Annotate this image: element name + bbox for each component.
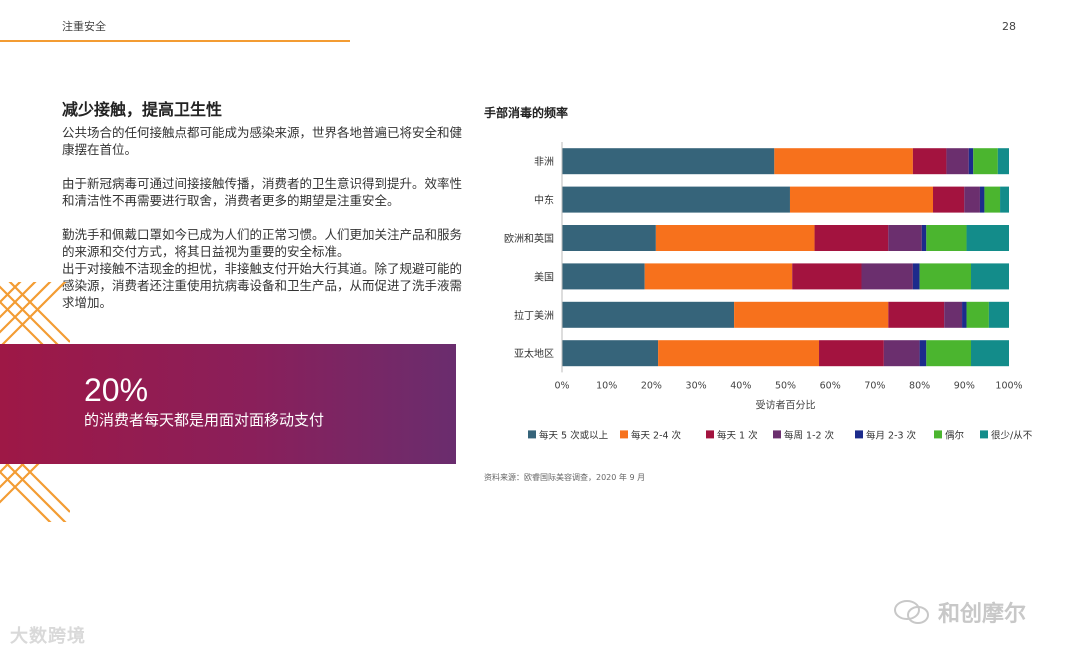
bar-segment [644,263,793,290]
bar-segment [734,301,889,328]
stat-value: 20% [84,372,149,408]
paragraph-4: 出于对接触不洁现金的担忧，非接触支付开始大行其道。除了规避可能的感染源，消费者还… [62,261,463,310]
wechat-icon [894,600,929,624]
bar-segment [562,340,659,367]
bar-segment [997,148,1009,175]
bar-segment [971,340,1009,367]
legend-label: 每周 1-2 次 [784,429,835,441]
bar-segment [966,225,1009,251]
header-rule [0,40,350,42]
bar-segment [883,340,920,367]
section-heading: 减少接触，提高卫生性 [62,100,223,119]
legend-label: 偶尔 [945,429,965,441]
bar-segment [888,225,922,251]
bar-segment [792,263,862,290]
bar-segment [819,340,884,367]
bar-segment [789,186,934,213]
bar-segment [968,148,974,175]
bar-segment [966,301,989,328]
category-label: 中东 [534,194,554,207]
bar-segment [774,148,913,175]
bar-segment [926,340,972,367]
x-tick-label: 100% [995,380,1022,391]
bar-segment [861,263,913,290]
bar-segment [946,148,969,175]
bar-segment [979,186,985,213]
bar-segment [658,340,820,367]
chart-title: 手部消毒的频率 [484,106,569,120]
x-tick-label: 10% [596,380,617,391]
x-tick-label: 0% [554,380,569,391]
page-number: 28 [1002,20,1016,33]
bar-segment [562,148,775,175]
x-tick-label: 50% [775,380,796,391]
stat-text: 的消费者每天都是用面对面移动支付 [84,411,325,429]
legend-swatch [528,430,536,439]
paragraph-3: 勤洗手和佩戴口罩如今已成为人们的正常习惯。人们更加关注产品和服务的来源和交付方式… [62,227,463,259]
bar-segment [912,148,947,175]
legend-label: 很少/从不 [991,429,1033,441]
legend-swatch [934,430,942,439]
bar-segment [944,301,963,328]
bar-segment [562,263,645,290]
legend-label: 每天 1 次 [717,429,758,441]
legend-swatch [773,430,781,439]
legend-swatch [706,430,714,439]
bar-segment [988,301,1009,328]
watermark-right-text: 和创摩尔 [938,602,1027,627]
watermark-right: 和创摩尔 [892,596,1026,628]
x-tick-label: 90% [954,380,975,391]
source-note: 资料来源：欧睿国际美容调查，2020 年 9 月 [484,473,646,482]
bar-segment [888,301,945,328]
bar-segment [962,301,967,328]
category-label: 亚太地区 [514,347,554,360]
stat-callout-box [0,344,456,464]
x-axis-label: 受访者百分比 [756,399,816,411]
bar-segment [933,186,965,213]
bar-segment [562,225,656,251]
bar-segment [971,263,1009,290]
category-label: 欧洲和英国 [504,232,554,245]
bar-segment [984,186,1001,213]
paragraph-2: 由于新冠病毒可通过间接接触传播，消费者的卫生意识得到提升。效率性和清洁性不再需要… [62,176,463,208]
bar-segment [814,225,889,251]
bar-segment [973,148,998,175]
text-column: 减少接触，提高卫生性 公共场合的任何接触点都可能成为感染来源，世界各地普遍已将安… [62,96,462,311]
x-tick-label: 20% [641,380,662,391]
bar-segment [926,225,967,251]
bar-segment [562,186,790,213]
x-tick-label: 80% [909,380,930,391]
bar-segment [912,263,920,290]
category-label: 美国 [534,270,554,283]
paragraph-1: 公共场合的任何接触点都可能成为感染来源，世界各地普遍已将安全和健康摆在首位。 [62,125,463,157]
legend-label: 每天 5 次或以上 [539,429,609,441]
legend-label: 每月 2-3 次 [866,429,917,441]
legend-label: 每天 2-4 次 [631,429,682,441]
watermark-left: 大数跨境 [10,626,86,647]
bar-segment [964,186,980,213]
bar-segment [655,225,815,251]
legend-swatch [620,430,628,439]
bar-segment [1000,186,1009,213]
x-tick-label: 70% [864,380,885,391]
legend-swatch [980,430,988,439]
bar-segment [919,263,972,290]
legend-swatch [855,430,863,439]
category-label: 拉丁美洲 [514,309,554,322]
bar-segment [919,340,927,367]
x-tick-label: 60% [820,380,841,391]
x-tick-label: 30% [686,380,707,391]
header-title: 注重安全 [62,20,106,33]
category-label: 非洲 [534,156,554,168]
bar-segment [562,301,735,328]
x-tick-label: 40% [730,380,751,391]
bar-segment [921,225,927,251]
